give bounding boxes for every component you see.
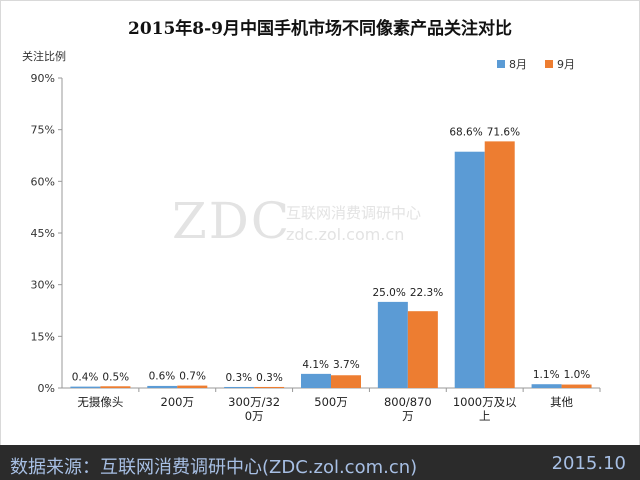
data-label-sep: 22.3% bbox=[410, 287, 443, 299]
chart-title: 2015年8-9月中国手机市场不同像素产品关注对比 bbox=[127, 19, 513, 39]
data-label-aug: 0.3% bbox=[225, 372, 252, 384]
bar-sep bbox=[561, 384, 592, 388]
legend-swatch-sep bbox=[545, 60, 553, 68]
data-label-sep: 0.5% bbox=[102, 371, 129, 383]
data-label-aug: 25.0% bbox=[372, 287, 405, 299]
x-category-label: 万 bbox=[402, 409, 414, 423]
bar-aug bbox=[377, 301, 408, 388]
x-category-label: 200万 bbox=[161, 395, 194, 409]
legend-item-sep: 9月 bbox=[545, 56, 575, 72]
data-label-aug: 4.1% bbox=[302, 359, 329, 371]
x-category-label: 800/870 bbox=[384, 395, 432, 409]
bar-aug bbox=[454, 151, 485, 388]
data-label-sep: 0.7% bbox=[179, 371, 206, 383]
watermark-name: 互联网消费调研中心 bbox=[286, 204, 421, 222]
legend-label-aug: 8月 bbox=[509, 58, 527, 71]
y-tick-label: 60% bbox=[31, 175, 55, 188]
bar-sep bbox=[331, 375, 361, 388]
data-label-sep: 3.7% bbox=[333, 359, 360, 371]
legend-label-sep: 9月 bbox=[557, 58, 575, 71]
bar-sep bbox=[407, 311, 438, 388]
data-label-aug: 1.1% bbox=[533, 369, 560, 381]
report-date: 2015.10 bbox=[551, 453, 626, 474]
y-tick-label: 90% bbox=[31, 72, 55, 85]
y-tick-label: 75% bbox=[31, 124, 55, 137]
data-label-aug: 0.4% bbox=[72, 371, 99, 383]
bar-sep bbox=[177, 385, 208, 388]
data-label-sep: 1.0% bbox=[564, 369, 591, 381]
bar-aug bbox=[224, 386, 255, 388]
data-source-text: 数据来源：互联网消费调研中心(ZDC.zol.com.cn) bbox=[10, 457, 418, 478]
bar-aug bbox=[301, 373, 331, 388]
x-category-label: 上 bbox=[479, 409, 491, 423]
watermark-url: zdc.zol.com.cn bbox=[286, 225, 404, 244]
bar-aug bbox=[147, 385, 178, 388]
bar-sep bbox=[484, 141, 515, 388]
watermark-logo: ZDC bbox=[172, 192, 291, 250]
bar-sep bbox=[254, 386, 285, 388]
y-tick-label: 45% bbox=[31, 227, 55, 240]
y-axis-label: 关注比例 bbox=[22, 50, 66, 63]
y-tick-label: 30% bbox=[31, 279, 55, 292]
bar-aug bbox=[70, 386, 101, 388]
bar-sep bbox=[100, 386, 131, 388]
data-label-aug: 68.6% bbox=[449, 126, 482, 138]
data-label-sep: 0.3% bbox=[256, 372, 283, 384]
x-category-label: 500万 bbox=[314, 395, 347, 409]
bar-aug bbox=[531, 384, 562, 388]
x-category-label: 300万/32 bbox=[228, 395, 280, 409]
data-label-sep: 71.6% bbox=[487, 126, 520, 138]
footer-bar: 数据来源：互联网消费调研中心(ZDC.zol.com.cn) 2015.10 bbox=[0, 445, 640, 480]
y-tick-label: 15% bbox=[31, 330, 55, 343]
x-category-label: 无摄像头 bbox=[77, 395, 123, 409]
y-tick-label: 0% bbox=[38, 382, 55, 395]
legend-item-aug: 8月 bbox=[497, 56, 527, 72]
legend-swatch-aug bbox=[497, 60, 505, 68]
x-category-label: 1000万及以 bbox=[453, 395, 517, 409]
x-category-label: 其他 bbox=[550, 395, 573, 409]
x-category-label: 0万 bbox=[245, 409, 264, 423]
data-label-aug: 0.6% bbox=[149, 371, 176, 383]
